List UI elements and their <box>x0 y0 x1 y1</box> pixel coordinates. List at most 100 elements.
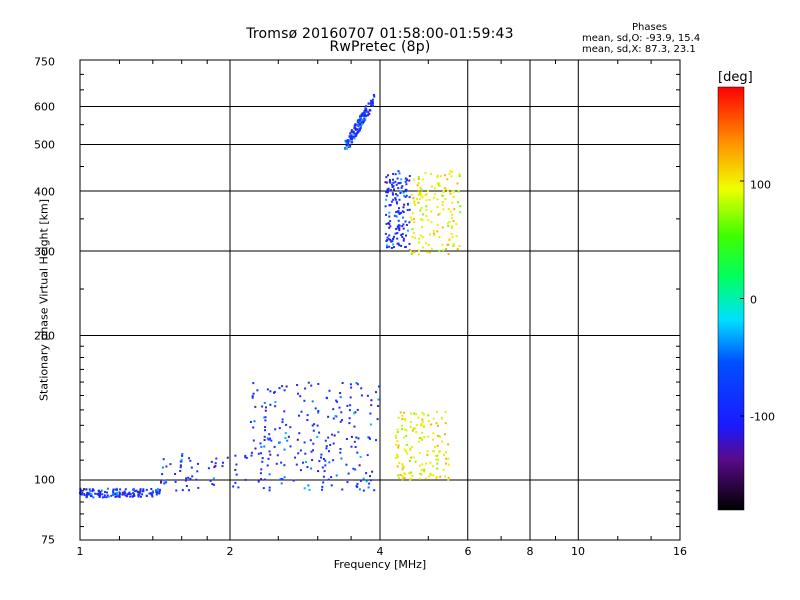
data-point <box>456 182 459 185</box>
data-point <box>419 193 422 196</box>
data-point <box>128 493 131 495</box>
data-point <box>260 478 263 481</box>
data-point <box>430 210 433 213</box>
data-point <box>388 226 391 229</box>
data-point <box>372 105 375 107</box>
data-point <box>392 173 395 175</box>
data-point <box>401 418 404 421</box>
data-point <box>411 474 414 477</box>
data-point <box>391 240 394 243</box>
data-point <box>397 446 400 449</box>
data-point <box>284 432 287 435</box>
data-point <box>285 385 288 388</box>
data-point <box>126 495 129 498</box>
data-point <box>362 489 365 492</box>
data-point <box>264 429 266 432</box>
data-point <box>444 433 446 436</box>
data-point <box>90 493 93 496</box>
data-point <box>368 482 371 485</box>
data-point <box>405 435 408 438</box>
data-point <box>292 479 295 482</box>
data-point <box>427 243 430 246</box>
data-point <box>436 434 439 437</box>
data-point <box>434 454 437 457</box>
data-point <box>351 138 353 141</box>
data-point <box>421 418 424 421</box>
data-point <box>359 126 362 129</box>
data-point <box>403 194 405 197</box>
data-point <box>421 219 424 221</box>
data-point <box>395 215 398 218</box>
data-point <box>126 493 129 496</box>
data-point <box>181 453 184 455</box>
data-point <box>404 418 406 420</box>
data-point <box>442 249 445 252</box>
data-point <box>427 189 429 192</box>
data-point <box>359 119 362 122</box>
data-point <box>259 472 262 475</box>
data-point <box>436 454 439 457</box>
data-point <box>268 489 271 492</box>
data-point <box>350 129 353 132</box>
data-point <box>447 443 450 446</box>
data-point <box>403 411 406 414</box>
data-point <box>402 223 405 226</box>
data-point <box>411 429 414 432</box>
data-point <box>158 492 161 495</box>
data-point <box>353 137 356 140</box>
data-point <box>368 109 371 112</box>
data-point <box>355 134 358 137</box>
data-point <box>370 479 372 482</box>
data-point <box>421 420 424 423</box>
data-point <box>354 127 357 130</box>
data-point <box>433 232 435 235</box>
data-point <box>306 466 309 468</box>
data-point <box>195 478 198 481</box>
data-point <box>372 98 374 101</box>
data-point <box>131 495 134 498</box>
data-point <box>439 475 442 478</box>
data-point <box>329 444 332 446</box>
data-point <box>252 382 255 385</box>
data-point <box>417 416 420 419</box>
data-point <box>347 472 350 475</box>
data-point <box>190 466 193 469</box>
data-point <box>438 249 441 252</box>
data-point <box>432 450 435 453</box>
data-point <box>455 235 458 238</box>
data-point <box>339 451 342 454</box>
data-point <box>389 181 392 184</box>
data-point <box>371 102 374 105</box>
data-point <box>401 463 404 466</box>
data-point <box>314 407 317 410</box>
data-point <box>365 111 368 114</box>
data-point <box>388 215 391 218</box>
data-point <box>411 251 414 254</box>
data-point <box>257 452 260 455</box>
data-point <box>398 462 401 464</box>
data-point <box>367 114 370 117</box>
data-point <box>310 450 313 453</box>
data-point <box>335 399 338 402</box>
data-point <box>283 464 286 467</box>
colorbar-unit: [deg] <box>718 70 753 85</box>
plot-frame <box>79 59 681 541</box>
data-point <box>361 123 364 126</box>
data-point <box>441 204 444 206</box>
data-point <box>260 468 263 471</box>
data-point <box>420 194 423 197</box>
data-point <box>423 468 426 471</box>
data-point <box>433 193 436 196</box>
data-point <box>118 495 121 498</box>
data-point <box>133 493 135 496</box>
data-point <box>214 465 217 467</box>
data-point <box>431 465 434 468</box>
data-point <box>404 180 407 183</box>
data-point <box>352 132 355 135</box>
data-point <box>396 456 399 459</box>
x-tick-4: 4 <box>376 545 384 558</box>
data-point <box>360 394 363 397</box>
y-tick-500: 500 <box>34 138 55 152</box>
data-point <box>91 488 94 491</box>
